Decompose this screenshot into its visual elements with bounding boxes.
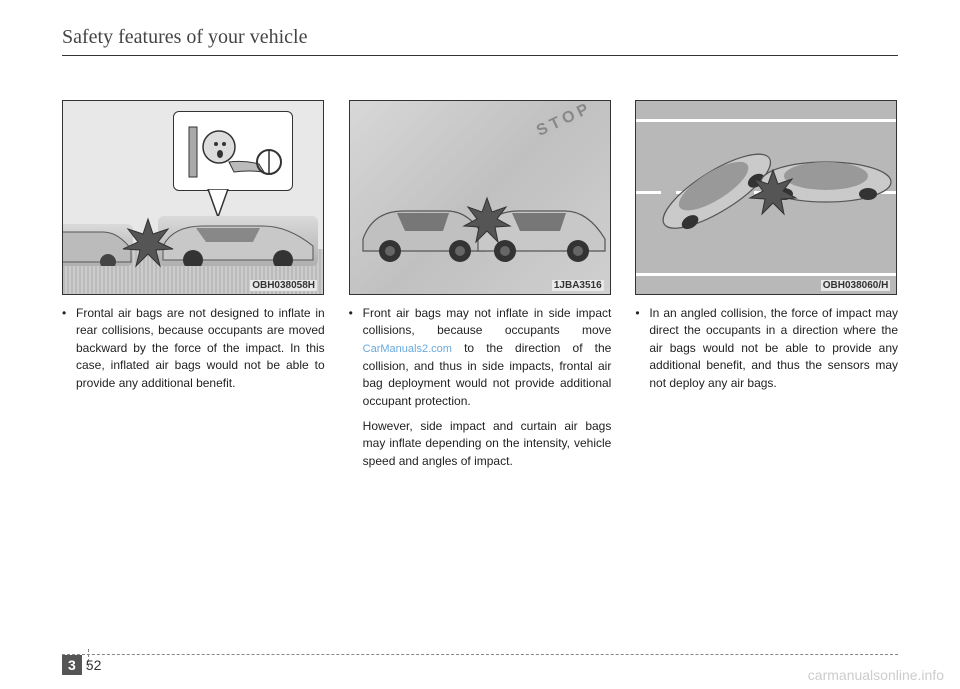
bullet-item: • Front air bags may not inflate in side… <box>349 305 612 410</box>
column-1: OBH038058H • Frontal air bags are not de… <box>62 100 325 470</box>
body-text-3: • In an angled collision, the force of i… <box>635 305 898 392</box>
figure-label: OBH038058H <box>250 280 317 291</box>
bullet-item: • In an angled collision, the force of i… <box>635 305 898 392</box>
callout-pointer <box>203 189 233 219</box>
figure-label: OBH038060/H <box>821 280 891 291</box>
car-front-main <box>158 216 318 266</box>
bottom-watermark: carmanualsonline.info <box>808 667 944 683</box>
body-text-2: • Front air bags may not inflate in side… <box>349 305 612 470</box>
section-number: 3 <box>62 655 82 675</box>
follow-text: However, side impact and curtain air bag… <box>363 418 612 470</box>
bullet-text: Front air bags may not inflate in side i… <box>363 305 612 410</box>
body-text-1: • Frontal air bags are not designed to i… <box>62 305 325 392</box>
bullet-marker: • <box>62 305 76 392</box>
column-2: STOP 1JBA3516 <box>349 100 612 470</box>
impact-star-icon <box>460 194 515 249</box>
figure-label: 1JBA3516 <box>552 280 604 291</box>
content-area: OBH038058H • Frontal air bags are not de… <box>62 100 898 470</box>
header-divider <box>62 55 898 56</box>
impact-star-icon <box>746 166 801 221</box>
page-number: 3 52 <box>62 655 101 675</box>
column-3: OBH038060/H • In an angled collision, th… <box>635 100 898 470</box>
bullet-text: In an angled collision, the force of imp… <box>649 305 898 392</box>
bullet-item: • Frontal air bags are not designed to i… <box>62 305 325 392</box>
page-num: 52 <box>86 657 102 673</box>
bullet-marker: • <box>349 305 363 410</box>
inline-watermark: CarManuals2.com <box>363 343 452 355</box>
driver-illustration <box>174 112 294 192</box>
bullet-marker: • <box>635 305 649 392</box>
figure-side-collision: STOP 1JBA3516 <box>349 100 611 295</box>
lane-line <box>636 273 896 276</box>
impact-star-icon <box>118 214 178 274</box>
footer-divider <box>62 654 898 655</box>
lane-line <box>636 119 896 122</box>
driver-callout <box>173 111 293 191</box>
bullet-text: Frontal air bags are not designed to inf… <box>76 305 325 392</box>
page-footer <box>62 654 898 655</box>
figure-rear-collision: OBH038058H <box>62 100 324 295</box>
figure-angled-collision: OBH038060/H <box>635 100 897 295</box>
page-title: Safety features of your vehicle <box>62 26 898 53</box>
page-header: Safety features of your vehicle <box>62 26 898 56</box>
